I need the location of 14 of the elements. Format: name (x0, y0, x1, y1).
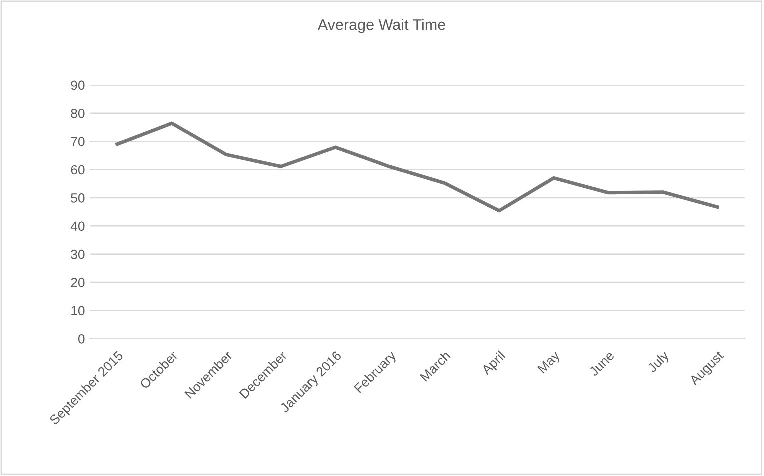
x-tick-label: July (646, 350, 672, 376)
chart-title: Average Wait Time (318, 19, 446, 34)
line-series (116, 122, 720, 213)
y-tick-label: 0 (78, 334, 85, 344)
y-tick-label: 40 (70, 222, 85, 232)
y-tick-label: 20 (71, 278, 85, 288)
y-tick-label: 80 (71, 108, 85, 118)
y-tick-label: 90 (71, 80, 85, 90)
y-tick-label: 70 (71, 137, 85, 146)
x-tick-label: May (537, 350, 563, 376)
y-tick-label: 60 (71, 165, 85, 175)
y-tick-label: 30 (71, 250, 85, 260)
y-tick-label: 50 (71, 194, 85, 203)
y-tick-label: 10 (72, 306, 85, 316)
